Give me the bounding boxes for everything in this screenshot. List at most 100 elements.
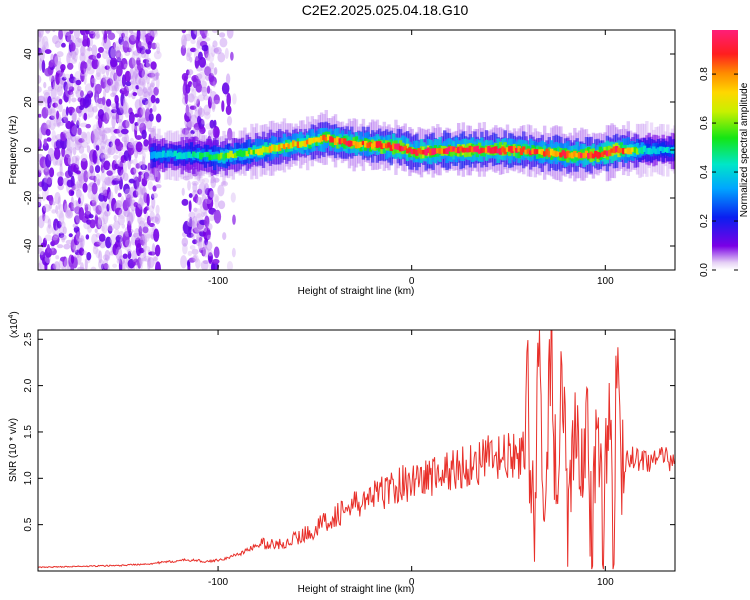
noise-cell bbox=[111, 84, 117, 97]
noise-cell bbox=[69, 146, 73, 154]
band-cell bbox=[182, 152, 187, 159]
noise-cell bbox=[55, 97, 60, 110]
noise-cell bbox=[44, 30, 51, 34]
noise-cell bbox=[207, 223, 213, 231]
band-cell bbox=[361, 140, 366, 146]
noise-cell bbox=[130, 80, 137, 85]
noise-cell bbox=[94, 173, 101, 186]
noise-cell bbox=[77, 117, 81, 126]
noise-cell bbox=[59, 256, 67, 262]
noise-cell bbox=[89, 30, 95, 35]
noise-cell bbox=[213, 209, 222, 224]
noise-cell bbox=[150, 231, 155, 240]
noise-cell bbox=[73, 30, 80, 40]
band-cell bbox=[366, 142, 370, 149]
noise-cell bbox=[103, 257, 109, 270]
noise-cell bbox=[210, 45, 216, 57]
noise-cell bbox=[210, 67, 218, 76]
noise-cell bbox=[75, 231, 82, 242]
noise-cell bbox=[59, 163, 63, 176]
noise-cell bbox=[52, 35, 59, 45]
band-cell bbox=[377, 141, 382, 148]
noise-cell bbox=[188, 73, 192, 79]
band-cell bbox=[210, 155, 215, 160]
noise-cell bbox=[138, 171, 143, 176]
band-cell bbox=[535, 149, 540, 154]
noise-cell bbox=[193, 254, 199, 263]
noise-cell bbox=[100, 200, 107, 214]
noise-cell bbox=[43, 204, 51, 213]
noise-cell bbox=[124, 188, 132, 198]
band-cell bbox=[201, 153, 205, 158]
noise-cell bbox=[56, 210, 64, 219]
noise-cell bbox=[58, 103, 63, 113]
noise-cell bbox=[188, 200, 192, 213]
noise-cell bbox=[71, 185, 80, 192]
colorbar-tick-label: 0.2 bbox=[699, 214, 710, 228]
noise-cell bbox=[61, 237, 66, 243]
noise-cell bbox=[205, 32, 209, 37]
band-cell bbox=[273, 144, 277, 152]
band-cell bbox=[587, 152, 591, 159]
band-cell bbox=[322, 134, 326, 141]
band-cell bbox=[199, 152, 203, 160]
band-cell bbox=[584, 150, 589, 157]
noise-cell bbox=[73, 244, 78, 253]
noise-cell bbox=[50, 75, 55, 90]
band-cell bbox=[468, 145, 473, 152]
noise-cell bbox=[80, 131, 87, 139]
noise-cell bbox=[41, 205, 47, 215]
band-cell bbox=[401, 146, 405, 151]
noise-cell bbox=[127, 250, 132, 260]
noise-cell bbox=[185, 104, 190, 117]
band-cell bbox=[603, 150, 607, 155]
noise-cell bbox=[187, 180, 191, 191]
noise-cell bbox=[113, 72, 118, 82]
noise-cell bbox=[140, 233, 145, 246]
noise-cell bbox=[96, 178, 101, 186]
band-cell bbox=[157, 151, 161, 158]
noise-cell bbox=[38, 95, 45, 107]
noise-cell bbox=[122, 101, 129, 115]
noise-cell bbox=[137, 256, 142, 269]
noise-cell bbox=[79, 52, 86, 63]
snr-multiplier-base: (x10 bbox=[9, 318, 20, 338]
noise-cell bbox=[137, 41, 145, 48]
band-cell bbox=[494, 146, 498, 154]
noise-cell bbox=[62, 199, 68, 213]
noise-cell bbox=[139, 257, 144, 270]
band-cell bbox=[336, 137, 340, 143]
noise-cell bbox=[202, 227, 211, 241]
snr-y-multiplier: (x104) bbox=[8, 311, 20, 338]
noise-cell bbox=[95, 72, 102, 81]
noise-cell bbox=[207, 188, 214, 200]
noise-cell bbox=[155, 97, 160, 104]
band-cell bbox=[187, 151, 191, 158]
noise-cell bbox=[181, 34, 188, 48]
band-cell bbox=[633, 146, 637, 154]
noise-cell bbox=[105, 107, 112, 120]
noise-cell bbox=[80, 158, 88, 170]
band-cell bbox=[347, 140, 352, 147]
noise-cell bbox=[114, 81, 120, 92]
noise-cell bbox=[96, 65, 101, 78]
noise-cell bbox=[84, 30, 91, 35]
noise-cell bbox=[68, 86, 75, 92]
noise-cell bbox=[117, 192, 122, 198]
noise-cell bbox=[61, 221, 66, 229]
noise-cell bbox=[150, 130, 157, 139]
noise-cell bbox=[108, 45, 117, 59]
noise-cell bbox=[44, 49, 52, 55]
noise-cell bbox=[226, 260, 234, 270]
band-cell bbox=[619, 148, 624, 153]
band-cell bbox=[364, 140, 368, 148]
noise-cell bbox=[79, 90, 84, 98]
band-cell bbox=[642, 145, 647, 152]
band-cell bbox=[591, 153, 596, 159]
noise-cell bbox=[182, 243, 188, 255]
noise-cell bbox=[122, 36, 130, 48]
noise-cell bbox=[155, 204, 160, 215]
figure-title: C2E2.2025.025.04.18.G10 bbox=[302, 2, 469, 18]
x-tick-label: -100 bbox=[208, 276, 228, 287]
noise-cell bbox=[124, 111, 130, 118]
